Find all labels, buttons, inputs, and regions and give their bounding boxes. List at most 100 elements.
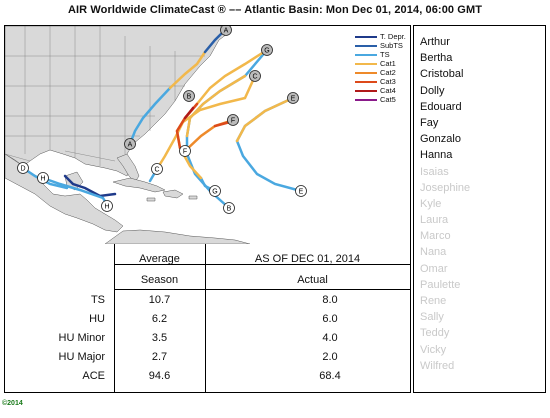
marker-b[interactable]: B [183,90,195,102]
row-label: TS [90,294,105,306]
row-actual: 8.0 [322,294,338,306]
row-average: 6.2 [151,313,168,325]
storm-name-item: Vicky [420,343,447,356]
storm-name-item: Hanna [420,149,453,162]
marker-c-start[interactable]: C [151,163,163,175]
marker-label: A [128,142,133,149]
map-canvas: A A B B C C D E E F F G G H H [5,26,307,244]
storm-name-item: Omar [420,262,448,275]
track-bertha-cat1 [185,74,247,138]
marker-label: C [252,74,257,81]
row-actual: 2.0 [322,351,338,363]
storm-name-item: Bertha [420,52,453,65]
row-label: HU Minor [58,332,105,344]
map-legend: T. Depr. SubTS TS Cat1 Cat2 Cat3 Cat4 Cat5 [355,32,406,104]
florida [116,153,140,183]
row-average: 3.5 [151,332,168,344]
page-title: AIR Worldwide ClimateCast ® –– Atlantic … [67,4,483,16]
track-arthur-ts [128,86,172,146]
hispaniola [162,189,184,199]
legend-label: Cat4 [380,86,396,95]
land [5,26,251,244]
marker-a-end[interactable]: A [220,26,232,36]
legend-item: SubTS [355,41,406,50]
marker-b-end[interactable]: B [223,202,235,214]
marker-label: F [183,149,187,156]
marker-h[interactable]: H [37,172,49,184]
marker-f-start[interactable]: F [179,145,191,157]
marker-label: B [187,94,192,101]
table-divider [114,244,115,392]
storm-name-item: Dolly [420,84,445,97]
track-cristobal [155,74,257,171]
storm-name-item: Paulette [420,278,461,291]
legend-swatch [355,98,377,101]
marker-g-start[interactable]: G [209,185,221,197]
storm-name-item: Marco [420,230,451,243]
marker-d[interactable]: D [17,162,29,174]
marker-label: A [224,28,229,35]
storm-name-item: Laura [420,214,449,227]
marker-label: E [299,189,304,196]
row-label: HU [89,313,105,325]
legend-label: TS [380,50,390,59]
marker-e[interactable]: E [287,92,299,104]
legend-item: Cat4 [355,86,406,95]
row-average: 2.7 [151,351,168,363]
marker-g[interactable]: G [261,44,273,56]
legend-swatch [355,44,377,47]
marker-label: E [291,96,296,103]
track-gonzalo-cat4 [183,106,195,120]
row-label: ACE [82,370,105,382]
storm-name-item: Josephine [420,181,471,194]
marker-c[interactable]: C [249,70,261,82]
marker-label: H [104,204,109,211]
storm-name-item: Cristobal [420,68,464,81]
marker-label: D [20,166,25,173]
storm-names-list: Arthur Bertha Cristobal Dolly Edouard Fay Gonz… [414,26,545,374]
track-fay [183,118,235,153]
legend-item: Cat5 [355,95,406,104]
legend-item: T. Depr. [355,32,406,41]
legend-item: TS [355,50,406,59]
storm-name-item: Sally [420,311,444,324]
marker-label: C [154,167,159,174]
legend-item: Cat1 [355,59,406,68]
marker-e-start[interactable]: E [295,185,307,197]
track-edouard-cat1 [235,96,295,143]
marker-a[interactable]: A [124,138,136,150]
row-actual: 6.0 [322,313,338,325]
borders [5,26,205,166]
table-divider [114,289,410,290]
north-america-landmass [5,26,228,177]
row-actual: 4.0 [322,332,338,344]
col-header-asof: AS OF DEC 01, 2014 [254,253,361,265]
cuba [112,177,166,193]
table-divider [205,264,410,265]
storm-name-item: Isaias [420,165,449,178]
legend-label: T. Depr. [380,32,406,41]
legend-swatch [355,71,377,74]
legend-label: Cat3 [380,77,396,86]
table-divider [205,244,206,392]
row-label: HU Major [58,351,105,363]
storm-name-item: Fay [420,116,439,129]
marker-label: F [231,118,235,125]
marker-h-end[interactable]: H [101,200,113,212]
storm-name-item: Gonzalo [420,133,461,146]
track-arthur-cat1 [168,50,207,90]
mexico-central-america [5,153,124,233]
marker-label: H [40,176,45,183]
marker-f[interactable]: F [227,114,239,126]
legend-label: SubTS [380,41,403,50]
legend-swatch [355,35,377,38]
storm-names-panel: Arthur Bertha Cristobal Dolly Edouard Fay Gonz… [413,25,546,393]
row-average: 10.7 [148,294,171,306]
row-actual: 68.4 [319,370,341,382]
legend-swatch [355,53,377,56]
col-header-actual: Actual [297,274,328,286]
legend-swatch [355,80,377,83]
storm-name-item: Kyle [420,197,442,210]
storm-name-item: Arthur [420,36,450,48]
legend-swatch [355,89,377,92]
